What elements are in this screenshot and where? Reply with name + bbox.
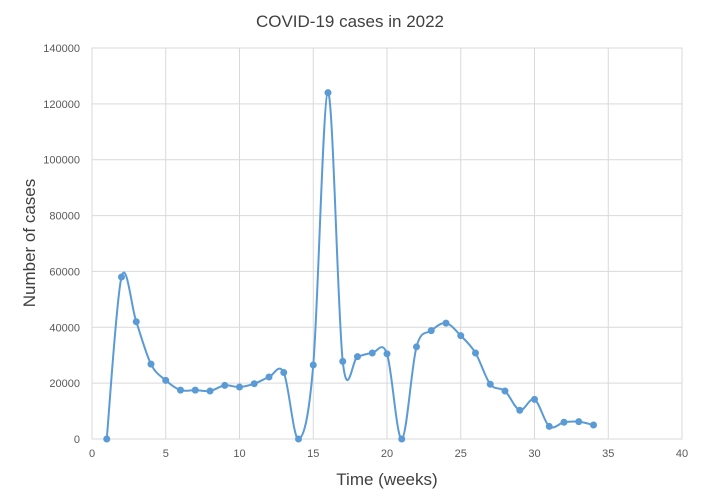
y-tick-label: 0 (74, 434, 80, 446)
chart-title: COVID-19 cases in 2022 (256, 12, 444, 31)
y-tick-label: 20000 (49, 378, 80, 390)
data-point (368, 349, 376, 357)
data-point (103, 435, 111, 443)
x-axis-ticks: 0 5 10 15 20 25 30 35 40 (89, 448, 688, 460)
data-point (575, 418, 583, 426)
x-tick-label: 5 (163, 448, 169, 460)
data-point (398, 435, 406, 443)
data-point (324, 89, 332, 97)
data-point (354, 353, 361, 361)
data-point (590, 421, 597, 429)
data-point (147, 360, 155, 368)
x-tick-label: 0 (89, 448, 95, 460)
data-point (516, 406, 524, 414)
data-point (206, 387, 214, 395)
data-point (221, 381, 229, 389)
y-tick-label: 120000 (43, 99, 80, 111)
data-point (531, 395, 538, 403)
data-point (383, 350, 391, 358)
x-tick-label: 30 (528, 448, 540, 460)
data-point (236, 383, 243, 391)
data-point (250, 380, 258, 388)
x-tick-label: 25 (455, 448, 467, 460)
data-point (177, 386, 184, 394)
data-point (501, 387, 509, 395)
y-tick-label: 80000 (49, 211, 80, 223)
data-point (280, 369, 288, 377)
data-point (472, 349, 479, 357)
y-tick-label: 40000 (49, 322, 80, 334)
plot-area-frame (91, 47, 683, 440)
y-tick-label: 60000 (49, 266, 80, 278)
data-point (191, 386, 199, 394)
x-tick-label: 15 (307, 448, 319, 460)
x-tick-label: 35 (602, 448, 614, 460)
data-point (132, 318, 140, 326)
data-point (339, 357, 347, 365)
gridlines (92, 48, 682, 440)
data-point (309, 361, 317, 369)
data-point (486, 380, 494, 388)
data-point (162, 376, 170, 384)
x-tick-label: 20 (381, 448, 393, 460)
y-tick-label: 100000 (43, 155, 80, 167)
data-point (265, 373, 273, 381)
x-tick-label: 40 (676, 448, 688, 460)
data-point (560, 418, 568, 426)
y-axis-title: Number of cases (20, 179, 39, 308)
y-axis-ticks: 0 20000 40000 60000 80000 100000 120000 140000 (43, 43, 80, 446)
data-point (413, 343, 420, 351)
data-point (427, 327, 435, 335)
data-point (118, 273, 125, 281)
x-axis-title: Time (weeks) (336, 470, 437, 489)
data-point (442, 319, 450, 327)
data-point (545, 422, 553, 430)
data-point (457, 332, 465, 340)
y-tick-label: 140000 (43, 43, 80, 55)
data-points (103, 89, 597, 443)
data-point (295, 435, 302, 443)
x-tick-label: 10 (233, 448, 245, 460)
